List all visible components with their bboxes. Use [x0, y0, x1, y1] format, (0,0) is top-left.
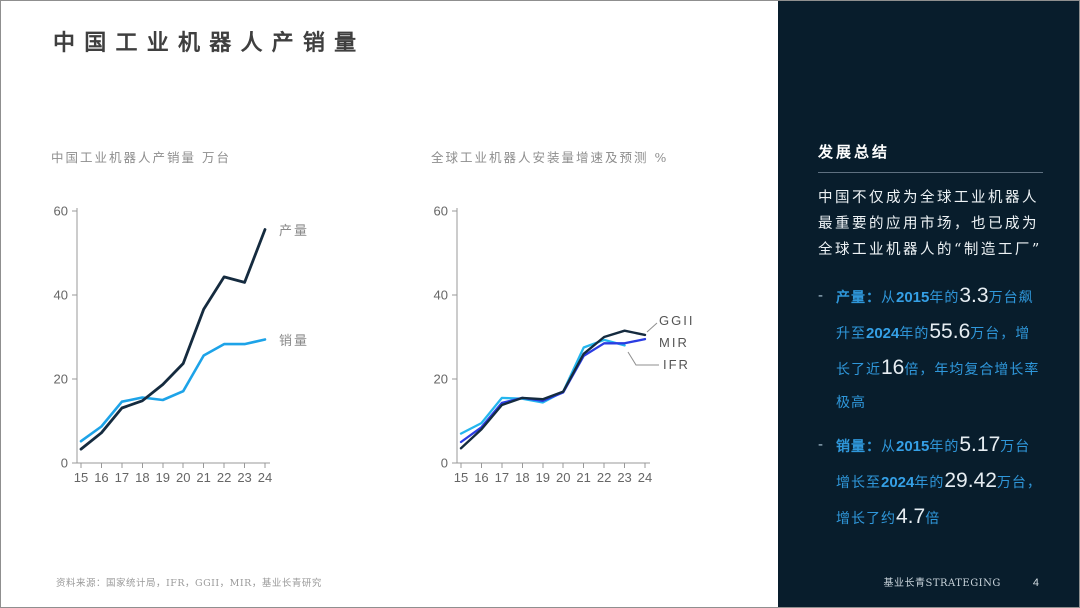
sidebar-heading: 发展总结 — [818, 143, 891, 161]
brand-logo-text: 基业长青STRATEGING — [883, 578, 1001, 589]
chart-title-right: 全球工业机器人安装量增速及预测 % — [431, 150, 669, 165]
text-segment: 万台增长至 — [836, 439, 1031, 491]
svg-text:22: 22 — [217, 470, 231, 485]
svg-text:23: 23 — [237, 470, 251, 485]
svg-text:17: 17 — [495, 470, 509, 485]
svg-text:IFR: IFR — [663, 357, 690, 372]
source-note: 资料来源：国家统计局，IFR，GGII，MIR，基业长青研究 — [56, 578, 322, 589]
svg-text:20: 20 — [556, 470, 570, 485]
svg-text:19: 19 — [536, 470, 550, 485]
text-segment: 销量： — [836, 439, 881, 455]
text-segment: 5.17 — [959, 433, 1001, 456]
svg-text:17: 17 — [115, 470, 129, 485]
svg-text:21: 21 — [196, 470, 210, 485]
svg-text:20: 20 — [434, 372, 448, 387]
svg-text:40: 40 — [434, 288, 448, 303]
text-segment: 3.3 — [959, 284, 989, 307]
svg-text:24: 24 — [638, 470, 652, 485]
text-segment: 倍，年均复合增长率极高 — [836, 362, 1040, 411]
text-segment: 年的 — [899, 326, 930, 342]
svg-text:0: 0 — [61, 456, 68, 471]
bullet-sales-text: 销量：从2015年的5.17万台增长至2024年的29.42万台，增长了约4.7… — [836, 428, 1043, 536]
svg-text:16: 16 — [94, 470, 108, 485]
svg-text:23: 23 — [617, 470, 631, 485]
svg-text:GGII: GGII — [659, 313, 694, 328]
sidebar-summary-text: 中国不仅成为全球工业机器人最重要的应用市场，也已成为全球工业机器人的“制造工厂” — [818, 190, 1042, 258]
text-segment: 2024 — [881, 474, 915, 491]
svg-text:22: 22 — [597, 470, 611, 485]
line-chart-china-production-sales: 0 20 40 60 15 16 17 18 19 20 21 22 23 24 销量 产量 — [54, 204, 309, 486]
svg-text:20: 20 — [176, 470, 190, 485]
svg-text:40: 40 — [54, 288, 68, 303]
svg-text:18: 18 — [515, 470, 529, 485]
text-segment: 产量： — [836, 290, 881, 306]
sidebar-footer: 基业长青STRATEGING 4 — [884, 574, 1040, 589]
text-segment: 年的 — [929, 290, 960, 306]
text-segment: 2015 — [896, 289, 930, 306]
svg-text:产量: 产量 — [279, 223, 309, 238]
page-number: 4 — [1032, 577, 1039, 589]
svg-text:24: 24 — [258, 470, 272, 485]
svg-text:19: 19 — [156, 470, 170, 485]
text-segment: 从 — [881, 439, 896, 455]
svg-text:15: 15 — [74, 470, 88, 485]
text-segment: 年的 — [929, 439, 960, 455]
text-segment: 万台，增长了近 — [836, 326, 1031, 378]
text-segment: 4.7 — [896, 505, 926, 528]
text-segment: 年的 — [914, 475, 945, 491]
china-robot-chart-block: 中国工业机器人产销量 万台 0 20 40 60 15 16 17 18 19 20 21 22 23 2… — [37, 147, 377, 485]
text-segment: 16 — [881, 356, 905, 379]
text-segment: 2015 — [896, 438, 930, 455]
text-segment: 2024 — [866, 325, 900, 342]
svg-text:销量: 销量 — [279, 333, 309, 348]
summary-sidebar: 发展总结 中国不仅成为全球工业机器人最重要的应用市场，也已成为全球工业机器人的“… — [778, 1, 1079, 607]
text-segment: 从 — [881, 290, 896, 306]
sidebar-bullet-list: - 产量：从2015年的3.3万台飙升至2024年的55.6万台，增长了近16倍… — [818, 279, 1043, 536]
sidebar-divider — [818, 172, 1043, 173]
text-segment: 万台飙升至 — [836, 290, 1034, 342]
svg-text:0: 0 — [441, 456, 448, 471]
svg-text:15: 15 — [454, 470, 468, 485]
svg-text:60: 60 — [54, 204, 68, 219]
svg-text:60: 60 — [434, 204, 448, 219]
svg-text:20: 20 — [54, 372, 68, 387]
bullet-production: - 产量：从2015年的3.3万台飙升至2024年的55.6万台，增长了近16倍… — [818, 279, 1043, 420]
chart-title-left: 中国工业机器人产销量 万台 — [51, 150, 231, 165]
text-segment: 29.42 — [944, 469, 997, 492]
bullet-marker: - — [818, 436, 823, 453]
line-chart-global-installations: 0 20 40 60 15 16 17 18 19 20 21 22 23 24 IFR MIR GGII — [434, 204, 694, 486]
bullet-marker: - — [818, 287, 823, 304]
svg-text:21: 21 — [576, 470, 590, 485]
svg-text:16: 16 — [474, 470, 488, 485]
text-segment: 55.6 — [929, 320, 971, 343]
svg-text:18: 18 — [135, 470, 149, 485]
bullet-sales: - 销量：从2015年的5.17万台增长至2024年的29.42万台，增长了约4… — [818, 428, 1043, 536]
page-title: 中国工业机器人产销量 — [53, 30, 366, 56]
text-segment: 万台，增长了约 — [836, 475, 1042, 527]
svg-text:MIR: MIR — [659, 335, 689, 350]
bullet-production-text: 产量：从2015年的3.3万台飙升至2024年的55.6万台，增长了近16倍，年… — [836, 279, 1043, 420]
text-segment: 倍 — [925, 511, 941, 527]
global-robot-chart-block: 全球工业机器人安装量增速及预测 % 0 20 40 60 15 16 17 18 19 20 21 2… — [417, 147, 757, 485]
